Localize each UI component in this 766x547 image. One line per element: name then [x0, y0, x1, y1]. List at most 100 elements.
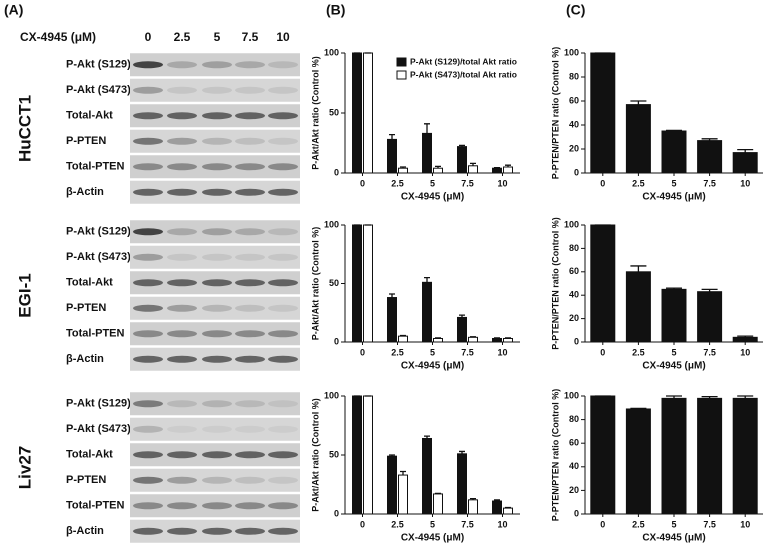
blot-row-label: β-Actin [66, 186, 104, 198]
concentration-label: 7.5 [242, 30, 259, 44]
y-tick-label: 50 [329, 278, 339, 288]
blot-band [235, 253, 265, 261]
x-tick-label: 7.5 [703, 519, 716, 529]
blot-band [167, 400, 197, 408]
blot-band [167, 253, 197, 261]
blot-band [133, 527, 163, 535]
error-bar [470, 336, 476, 338]
blot-band [167, 163, 197, 171]
bar [661, 130, 687, 174]
blot-band [202, 61, 232, 69]
blot-band [202, 228, 232, 236]
error-bar [389, 454, 395, 457]
bar [492, 167, 502, 174]
x-tick-label: 7.5 [461, 178, 474, 188]
bar [625, 104, 651, 174]
x-tick-label: 7.5 [703, 347, 716, 357]
y-tick-label: 100 [564, 390, 579, 400]
bar [590, 224, 616, 343]
blot-band [268, 61, 298, 69]
bar [625, 271, 651, 343]
blot-band [133, 355, 163, 363]
blot-band [268, 400, 298, 408]
error-bar [459, 450, 465, 454]
error-bar [470, 162, 476, 166]
bar [422, 437, 432, 515]
blot-band [133, 451, 163, 459]
bar [625, 408, 651, 515]
y-tick-label: 40 [569, 461, 579, 471]
x-tick-label: 5 [671, 178, 676, 188]
legend-swatch [396, 57, 407, 67]
blot-band [202, 476, 232, 484]
bar [661, 397, 687, 515]
x-tick-label: 0 [600, 347, 605, 357]
bar [433, 337, 443, 343]
error-bar [630, 265, 647, 272]
blot-row-label: Total-PTEN [66, 161, 125, 173]
blot-band [202, 188, 232, 196]
error-bar [435, 165, 441, 169]
error-bar [666, 395, 682, 399]
bar [468, 336, 478, 343]
x-tick-label: 10 [497, 178, 507, 188]
blot-band [202, 112, 232, 120]
blot-row-label: Total-PTEN [66, 500, 125, 512]
blot-row-label: P-Akt (S129) [66, 59, 131, 71]
legend-swatch [396, 70, 407, 80]
x-tick-label: 5 [430, 519, 435, 529]
bar [697, 291, 723, 343]
blot-band [133, 425, 163, 433]
panel-label: (B) [326, 2, 345, 18]
blot-band [133, 279, 163, 287]
blot-band [235, 61, 265, 69]
error-bar [737, 335, 754, 338]
bar [433, 167, 443, 174]
bar [398, 167, 408, 174]
error-bar [737, 148, 754, 153]
cell-line-label: EGI-1 [15, 273, 34, 317]
bar [398, 335, 408, 343]
blot-strip [130, 129, 300, 153]
blot-band [133, 112, 163, 120]
error-bar [737, 395, 754, 399]
x-tick-label: 10 [740, 519, 750, 529]
x-tick-label: 7.5 [703, 178, 716, 188]
bar [352, 395, 362, 515]
blot-band [133, 400, 163, 408]
y-axis-label: P-PTEN/PTEN ratio (Control %) [550, 47, 560, 180]
bar [422, 132, 432, 174]
bar [697, 397, 723, 515]
y-axis-label: P-PTEN/PTEN ratio (Control %) [550, 389, 560, 522]
blot-band [202, 86, 232, 94]
bar [492, 500, 502, 515]
blot-band [268, 425, 298, 433]
blot-band [235, 304, 265, 312]
blot-band [202, 425, 232, 433]
blot-band [268, 188, 298, 196]
blot-band [268, 527, 298, 535]
bar [387, 297, 397, 343]
blot-band [202, 163, 232, 171]
cell-line-label: Liv27 [15, 446, 34, 489]
error-bar [505, 506, 511, 509]
blot-band [167, 304, 197, 312]
blot-band [133, 86, 163, 94]
error-bar [666, 287, 682, 290]
blot-strip [130, 392, 300, 416]
bar [661, 288, 687, 343]
bar [363, 395, 373, 515]
blot-strip [130, 78, 300, 102]
y-tick-label: 100 [324, 47, 339, 57]
blot-band [235, 476, 265, 484]
blot-band [268, 279, 298, 287]
blot-row-label: P-PTEN [66, 302, 106, 314]
blot-row-label: Total-Akt [66, 110, 113, 122]
concentration-label: 0 [145, 30, 152, 44]
blot-band [235, 86, 265, 94]
error-bar [400, 166, 406, 169]
blot-band [133, 476, 163, 484]
blot-band [167, 279, 197, 287]
x-axis-label: CX-4945 (μM) [642, 192, 705, 203]
concentration-label: 10 [276, 30, 290, 44]
